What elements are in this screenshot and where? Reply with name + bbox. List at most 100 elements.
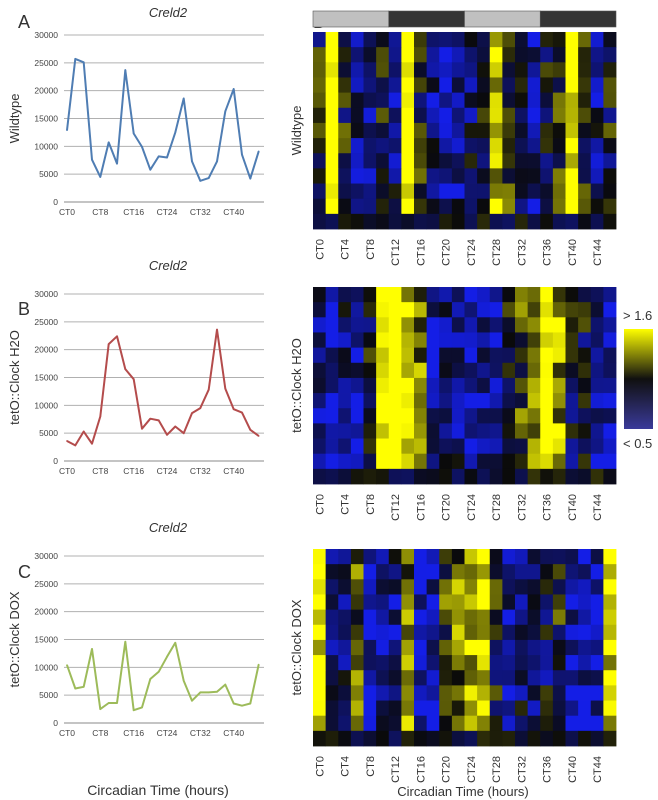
heatmap-cell [313,347,327,364]
heatmap-cell [540,408,554,424]
heatmap-cell [376,213,390,230]
heatmap-cell [565,62,579,78]
heatmap-cell [464,730,478,747]
heatmap-cell [426,122,440,139]
heatmap-cell [502,468,516,485]
heatmap-cell [338,715,352,732]
heatmap-cell [414,438,428,455]
heatmap-cell [578,317,592,333]
x-tick-label: CT0 [314,494,326,515]
heatmap-cell [527,302,541,318]
x-tick-label: CT32 [516,756,528,783]
y-tick-label: 10000 [34,400,58,410]
heatmap-cell [388,287,402,303]
data-point [182,97,185,100]
heatmap-cell [590,47,604,63]
heatmap-cell [489,168,503,184]
y-tick-label: 0 [53,718,58,728]
panel-letter: B [18,299,30,319]
heatmap-cell [603,168,617,184]
x-tick-label: CT28 [491,239,503,266]
heatmap-cell [363,685,377,701]
heatmap-cell [414,183,428,200]
heatmap-cell [439,317,453,333]
light-dark-segment [539,10,617,28]
x-tick-label: CT20 [441,756,453,783]
heatmap-cell [439,609,453,626]
heatmap-cell [565,377,579,394]
heatmap-cell [502,302,516,318]
heatmap-cell [540,655,554,671]
heatmap-cell [540,332,554,349]
heatmap-cell [451,639,465,656]
heatmap-cell [388,453,402,470]
heatmap-cell [426,468,440,485]
heatmap-cell [477,408,491,424]
heatmap-cell [477,183,491,200]
heatmap-cell [388,122,402,139]
x-tick-label: CT32 [190,466,211,476]
series-line [66,57,260,182]
heatmap-cell [338,670,352,686]
heatmap-cell [363,47,377,63]
heatmap-cell [388,639,402,656]
heatmap-cell [477,438,491,455]
heatmap-cell [477,138,491,154]
heatmap-cell [502,77,516,94]
heatmap-cell [477,92,491,109]
y-tick-label: 15000 [34,635,58,645]
heatmap-cell [325,287,339,303]
heatmap-cell [325,685,339,701]
heatmap-cell [565,122,579,139]
heatmap-cell [578,377,592,394]
heatmap-cell [363,362,377,379]
heatmap-cell [590,670,604,686]
heatmap-cell [477,107,491,124]
heatmap-cell [426,77,440,94]
heatmap-cell [489,655,503,671]
heatmap-cell [502,423,516,439]
heatmap-cell [489,468,503,485]
heatmap-cell [464,579,478,595]
heatmap-cell [464,655,478,671]
light-dark-bar [312,10,617,28]
heatmap-cell [527,685,541,701]
heatmap-cell [515,107,529,124]
heatmap-cell [401,183,415,200]
heatmap-cell [565,468,579,485]
heatmap-cell [376,122,390,139]
heatmap-cell [350,183,364,200]
heatmap-cell [552,92,566,109]
heatmap-cell [338,438,352,455]
heatmap-cell [414,579,428,595]
heatmap-cell [464,287,478,303]
heatmap-cell [489,438,503,455]
heatmap-cell [578,639,592,656]
heatmap-cell [590,32,604,48]
heatmap-cell [464,408,478,424]
heatmap-cell [414,408,428,424]
heatmap-cell [578,168,592,184]
heatmap-cell [388,168,402,184]
heatmap-cell [401,609,415,626]
heatmap-cell [603,183,617,200]
heatmap-cell [464,92,478,109]
colorbar [624,329,653,429]
heatmap-cell [363,332,377,349]
heatmap-cell [451,168,465,184]
y-tick-label: 10000 [34,662,58,672]
heatmap-cell [477,730,491,747]
heatmap-panels: DWildtypeCT0CT4CT8CT12CT16CT20CT24CT28CT… [289,10,653,783]
heatmap-cell [376,549,390,565]
heatmap-cell [489,213,503,230]
heatmap-cell [313,438,327,455]
x-tick-label: CT32 [190,207,211,217]
heatmap-cell [527,77,541,94]
heatmap-cell [388,107,402,124]
heatmap-cell [426,198,440,215]
heatmap-cell [590,92,604,109]
heatmap-cell [451,332,465,349]
heatmap-cell [388,624,402,641]
x-tick-label: CT4 [340,494,352,515]
heatmap-cell [426,564,440,580]
